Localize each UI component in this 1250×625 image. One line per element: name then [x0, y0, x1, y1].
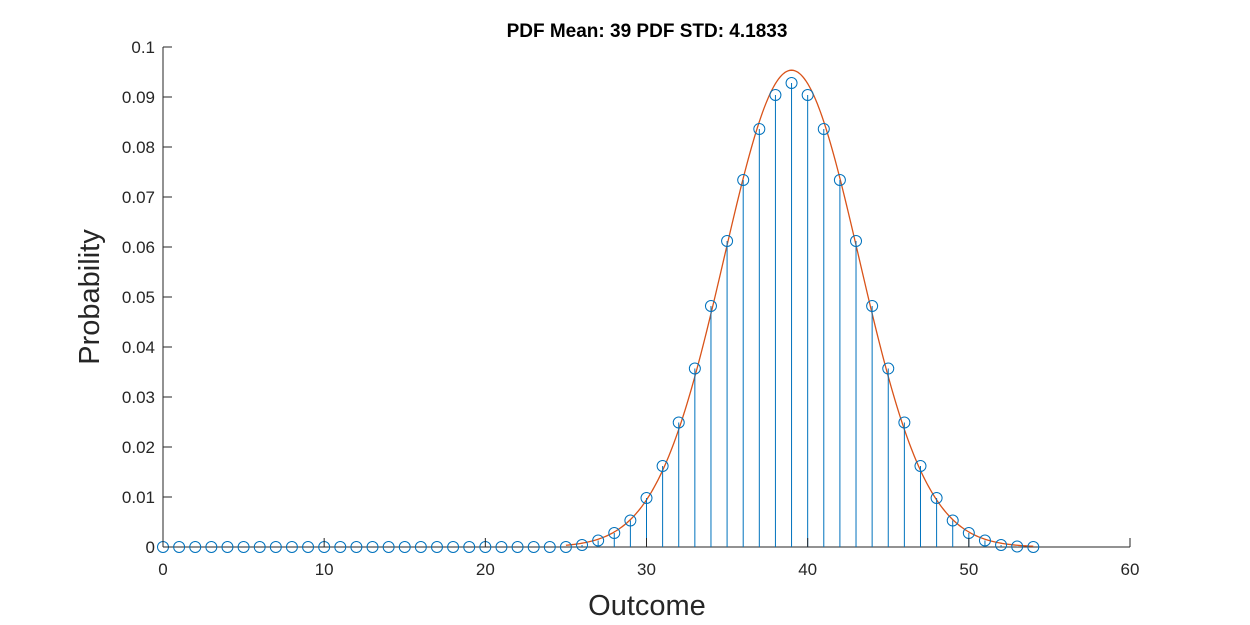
stem-marker: [656, 460, 669, 472]
stem-marker: [995, 539, 1008, 551]
stem-marker: [688, 362, 701, 375]
stem-marker: [543, 541, 556, 553]
stem-marker: [1027, 541, 1040, 553]
stem-marker: [576, 539, 589, 551]
stem-marker: [285, 541, 298, 553]
stem-marker: [511, 541, 524, 553]
stem-marker: [817, 123, 830, 135]
stem-marker: [866, 300, 879, 312]
x-tick-label: 40: [798, 560, 817, 579]
x-tick-label: 30: [637, 560, 656, 579]
stem-marker: [382, 541, 395, 553]
stem-marker: [430, 541, 443, 553]
curve-layer: [565, 69, 1034, 547]
stem-marker: [704, 300, 717, 312]
x-tick-label: 20: [476, 560, 495, 579]
stem-marker: [253, 541, 266, 553]
y-tick-label: 0.08: [122, 138, 155, 157]
stem-marker: [737, 174, 750, 186]
y-tick-label: 0.06: [122, 238, 155, 257]
stem-marker: [447, 541, 460, 553]
stem-marker: [221, 541, 234, 553]
stem-marker: [672, 416, 685, 429]
stem-marker: [205, 541, 218, 553]
stem-marker: [624, 514, 637, 527]
stem-marker: [414, 541, 427, 553]
x-tick-label: 0: [158, 560, 167, 579]
y-tick-label: 0.09: [122, 88, 155, 107]
stem-marker: [302, 541, 315, 553]
stem-marker: [269, 541, 282, 553]
stem-marker: [398, 541, 411, 553]
y-tick-label: 0.1: [131, 38, 155, 57]
stem-marker: [914, 460, 927, 472]
stem-marker: [237, 541, 250, 553]
stem-marker: [721, 235, 734, 247]
y-tick-label: 0.04: [122, 338, 155, 357]
x-tick-label: 60: [1121, 560, 1140, 579]
stem-marker: [608, 527, 621, 539]
stem-marker: [978, 534, 991, 547]
stem-marker: [495, 541, 508, 553]
y-tick-label: 0.01: [122, 488, 155, 507]
stem-marker: [769, 89, 782, 101]
stem-marker: [334, 541, 347, 553]
tick-layer: 0 10 20 30 40 50 60 0 0.01 0.02 0.03 0.04 0.05 0.06 0.…: [122, 38, 1140, 579]
axes-frame: [162, 47, 1130, 548]
y-tick-label: 0: [146, 538, 155, 557]
stem-marker: [350, 541, 363, 553]
x-axis-label: Outcome: [588, 590, 706, 622]
y-tick-label: 0.03: [122, 388, 155, 407]
stem-marker: [801, 89, 814, 101]
chart-title: PDF Mean: 39 PDF STD: 4.1833: [507, 21, 788, 42]
fitted-pdf-line: [565, 69, 1034, 547]
stem-marker: [753, 123, 766, 135]
stem-marker: [463, 541, 476, 553]
y-tick-label: 0.07: [122, 188, 155, 207]
y-tick-label: 0.05: [122, 288, 155, 307]
stem-marker: [1011, 540, 1024, 553]
x-tick-label: 50: [959, 560, 978, 579]
y-axis-label: Probability: [74, 229, 106, 365]
stem-marker: [850, 235, 863, 247]
y-tick-label: 0.02: [122, 438, 155, 457]
stem-marker: [366, 541, 379, 553]
stem-layer: [157, 77, 1040, 553]
stem-marker: [592, 534, 605, 547]
stem-marker: [559, 541, 572, 553]
stem-marker: [946, 514, 959, 527]
x-tick-label: 10: [315, 560, 334, 579]
stem-marker: [898, 416, 911, 429]
stem-marker: [833, 174, 846, 186]
stem-marker: [785, 77, 798, 89]
stem-marker: [173, 541, 186, 553]
stem-marker: [930, 492, 943, 504]
stem-marker: [189, 541, 202, 553]
stem-marker: [882, 362, 895, 375]
stem-marker: [640, 492, 653, 504]
stem-marker: [527, 541, 540, 553]
